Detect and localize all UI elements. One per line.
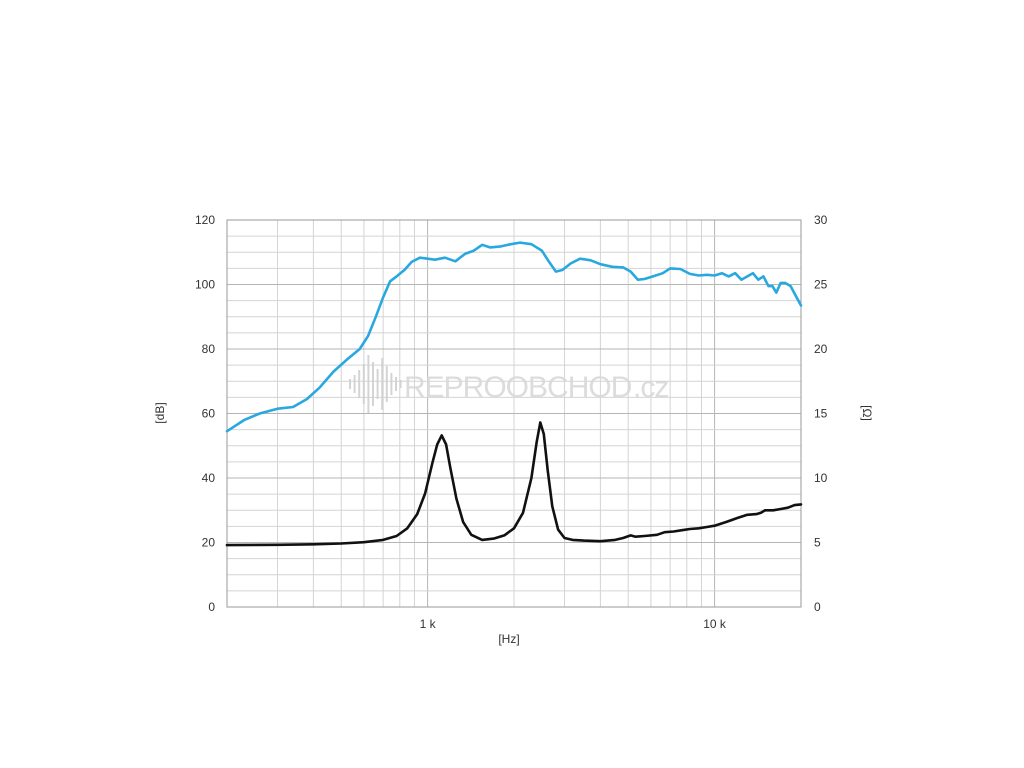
y-axis-right-label: [Ω] <box>860 405 874 421</box>
x-tick-label: 10 k <box>703 617 727 631</box>
y-left-tick-label: 60 <box>202 407 216 421</box>
y-right-tick-label: 30 <box>814 213 828 227</box>
y-right-tick-label: 15 <box>814 407 828 421</box>
y-right-tick-label: 10 <box>814 471 828 485</box>
spl-series-line <box>225 241 803 433</box>
chart-grid <box>227 220 801 607</box>
x-tick-label: 1 k <box>420 617 437 631</box>
soundwave-logo-icon <box>349 355 402 413</box>
watermark: REPROOBCHOD .cz <box>349 355 669 413</box>
x-axis-label: [Hz] <box>498 632 519 646</box>
y-right-tick-label: 20 <box>814 342 828 356</box>
watermark-text: REPROOBCHOD <box>404 371 632 404</box>
y-left-tick-label: 0 <box>208 600 215 614</box>
y-right-tick-label: 5 <box>814 536 821 550</box>
plot-frame <box>226 219 802 608</box>
y-left-tick-label: 120 <box>195 213 215 227</box>
impedance-series-line <box>225 421 803 547</box>
watermark-suffix: .cz <box>633 371 668 404</box>
y-axis-left-label: [dB] <box>153 402 167 423</box>
y-left-tick-label: 100 <box>195 278 215 292</box>
y-left-tick-label: 20 <box>202 536 216 550</box>
y-right-tick-label: 0 <box>814 600 821 614</box>
y-right-tick-label: 25 <box>814 278 828 292</box>
chart-series <box>225 241 803 547</box>
y-left-tick-label: 40 <box>202 471 216 485</box>
y-left-tick-label: 80 <box>202 342 216 356</box>
tick-labels: 0 20 40 60 80 100 120 0 5 10 15 20 25 30 1 k 10 k <box>195 213 828 631</box>
